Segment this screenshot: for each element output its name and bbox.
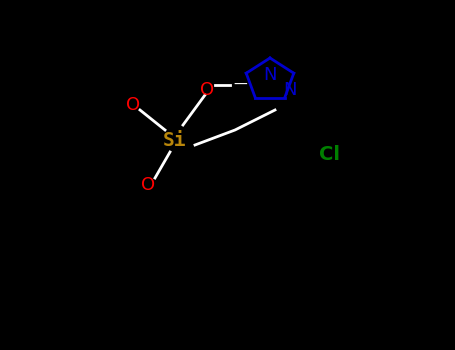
Text: O: O — [126, 96, 140, 114]
Text: O: O — [141, 176, 155, 194]
Text: Cl: Cl — [319, 146, 340, 164]
Text: N: N — [283, 81, 297, 99]
Text: Si: Si — [163, 131, 187, 149]
Text: —: — — [233, 78, 247, 92]
Text: N: N — [263, 66, 277, 84]
Text: O: O — [200, 81, 214, 99]
